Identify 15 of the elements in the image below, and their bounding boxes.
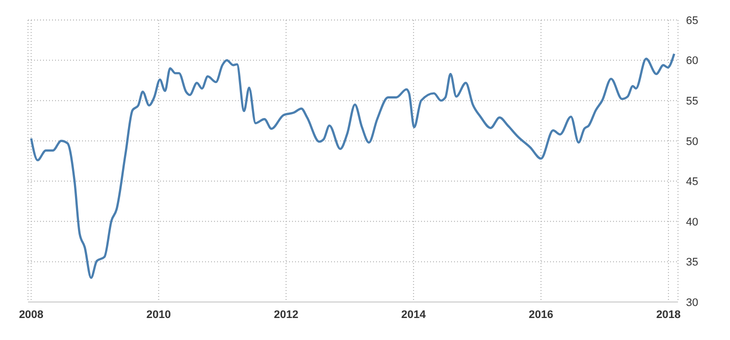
y-tick-label: 60: [686, 55, 698, 68]
y-tick-label: 50: [686, 136, 698, 148]
x-tick-label: 2010: [146, 308, 171, 321]
x-tick-label: 2014: [401, 308, 427, 321]
y-tick-label: 45: [686, 176, 698, 188]
x-tick-label: 2008: [18, 308, 44, 321]
x-tick-label: 2016: [528, 308, 554, 321]
x-tick-label: 2018: [656, 308, 681, 321]
x-tick-label: 2012: [274, 308, 298, 321]
y-tick-label: 65: [686, 14, 698, 27]
y-tick-label: 40: [686, 216, 698, 228]
y-tick-label: 35: [686, 256, 698, 269]
y-tick-label: 55: [686, 95, 698, 108]
y-tick-label: 30: [686, 296, 698, 309]
line-series: [30, 52, 676, 279]
